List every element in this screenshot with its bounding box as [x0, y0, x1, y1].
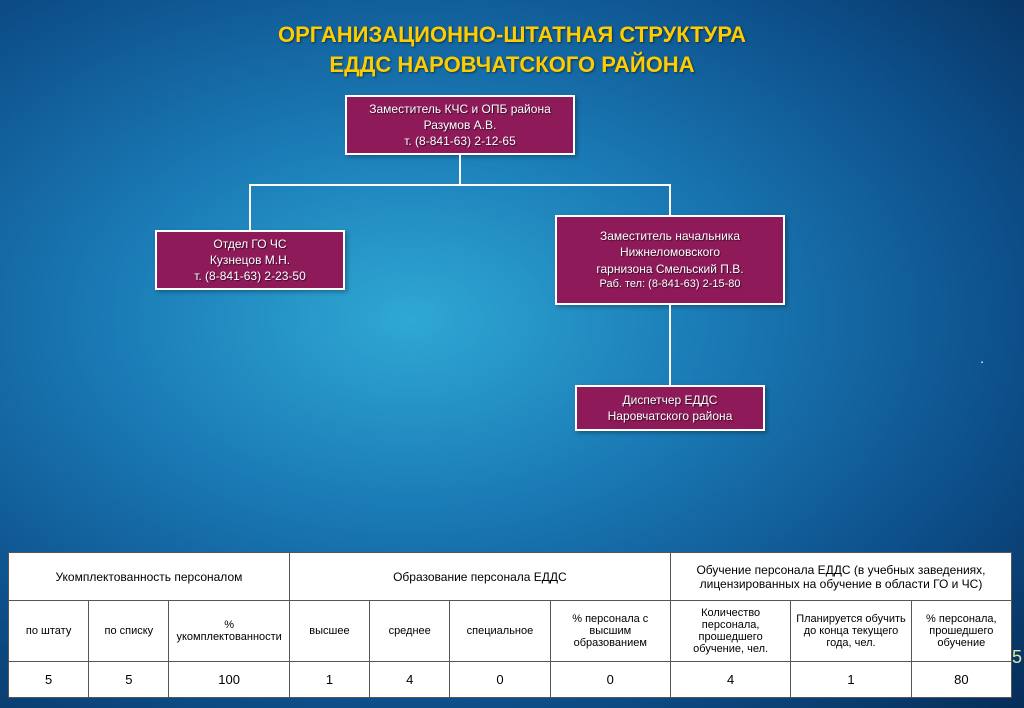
org-node-line: Разумов А.В. — [424, 117, 497, 133]
summary-table: Укомплектованность персоналомОбразование… — [8, 552, 1012, 698]
org-node-line: гарнизона Смельский П.В. — [596, 261, 743, 277]
org-edge — [669, 185, 671, 215]
org-node-left: Отдел ГО ЧСКузнецов М.Н.т. (8-841-63) 2-… — [155, 230, 345, 290]
title-line-2: ЕДДС НАРОВЧАТСКОГО РАЙОНА — [0, 50, 1024, 80]
org-edge — [249, 184, 671, 186]
table-cell: 1 — [791, 662, 911, 698]
page-title: ОРГАНИЗАЦИОННО-ШТАТНАЯ СТРУКТУРА ЕДДС НА… — [0, 0, 1024, 79]
table-cell: 0 — [550, 662, 670, 698]
table-group-header: Обучение персонала ЕДДС (в учебных завед… — [670, 553, 1011, 601]
org-node-line: Диспетчер ЕДДС — [623, 392, 718, 408]
org-edge — [249, 185, 251, 230]
org-node-root: Заместитель КЧС и ОПБ районаРазумов А.В.… — [345, 95, 575, 155]
table-column-header: Планируется обучить до конца текущего го… — [791, 601, 911, 662]
org-node-line: т. (8-841-63) 2-23-50 — [194, 268, 306, 284]
org-node-line: Отдел ГО ЧС — [213, 236, 286, 252]
org-edge — [669, 305, 671, 385]
table-row: 5510014004180 — [9, 662, 1012, 698]
table-cell: 5 — [89, 662, 169, 698]
table-column-header: % укомплектованности — [169, 601, 289, 662]
table-column-header: высшее — [289, 601, 369, 662]
table-column-header: % персонала, прошедшего обучение — [911, 601, 1011, 662]
org-chart: Заместитель КЧС и ОПБ районаРазумов А.В.… — [0, 95, 1024, 485]
org-edge — [459, 155, 461, 185]
table-cell: 5 — [9, 662, 89, 698]
table-cell: 4 — [670, 662, 790, 698]
table-column-header: по списку — [89, 601, 169, 662]
org-node-line: Заместитель начальника — [600, 228, 740, 244]
org-node-line: Заместитель КЧС и ОПБ района — [369, 101, 551, 117]
org-node-line: Раб. тел: (8-841-63) 2-15-80 — [599, 277, 740, 292]
table-group-header: Образование персонала ЕДДС — [289, 553, 670, 601]
org-node-right: Заместитель начальникаНижнеломовскогогар… — [555, 215, 785, 305]
org-node-bottom: Диспетчер ЕДДСНаровчатского района — [575, 385, 765, 431]
table-cell: 4 — [370, 662, 450, 698]
table-column-header: по штату — [9, 601, 89, 662]
org-node-line: Нижнеломовского — [620, 244, 720, 260]
table-column-header: специальное — [450, 601, 550, 662]
table-column-header: Количество персонала, прошедшего обучени… — [670, 601, 790, 662]
org-node-line: Наровчатского района — [608, 408, 733, 424]
table-group-header: Укомплектованность персоналом — [9, 553, 290, 601]
table-cell: 0 — [450, 662, 550, 698]
table-cell: 1 — [289, 662, 369, 698]
title-line-1: ОРГАНИЗАЦИОННО-ШТАТНАЯ СТРУКТУРА — [0, 20, 1024, 50]
table-column-header: % персонала с высшим образованием — [550, 601, 670, 662]
table-column-header: среднее — [370, 601, 450, 662]
stray-dot: . — [980, 350, 984, 366]
page-number: 5 — [1012, 647, 1022, 668]
table-cell: 100 — [169, 662, 289, 698]
table-cell: 80 — [911, 662, 1011, 698]
org-node-line: т. (8-841-63) 2-12-65 — [404, 133, 516, 149]
org-node-line: Кузнецов М.Н. — [210, 252, 290, 268]
